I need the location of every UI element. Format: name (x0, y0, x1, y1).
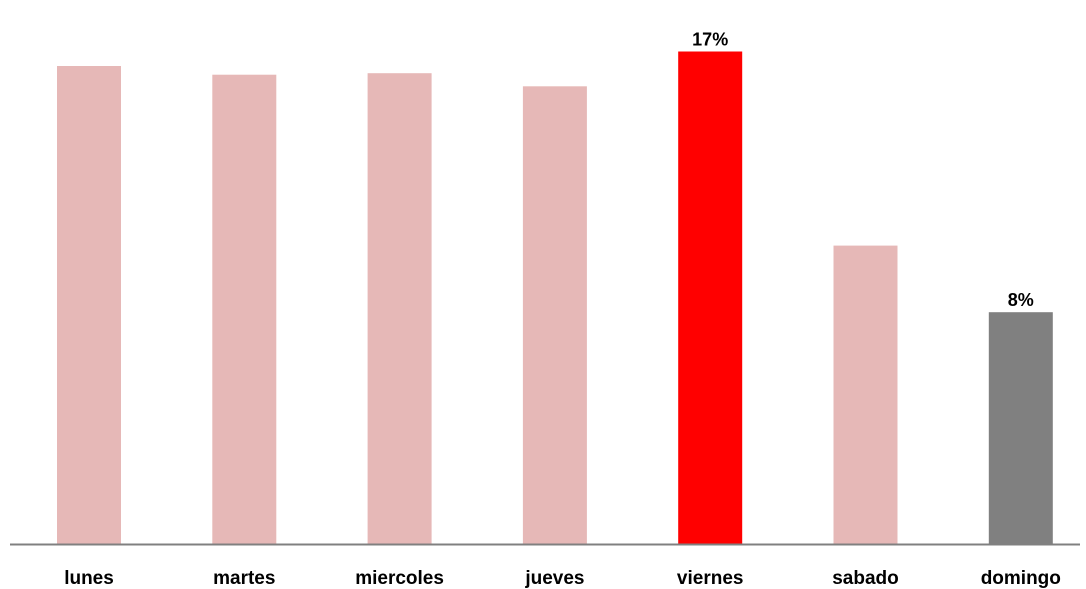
bar-jueves (522, 86, 587, 545)
bar-viernes (678, 51, 743, 544)
data-label-viernes: 17% (692, 30, 728, 50)
bar-miercoles (367, 73, 432, 544)
category-label-martes: martes (213, 568, 275, 589)
bar-lunes (57, 66, 121, 544)
data-labels-group: 17% 8% (692, 30, 1034, 311)
category-label-lunes: lunes (64, 568, 114, 589)
bar-sabado (833, 245, 898, 544)
category-label-miercoles: miercoles (355, 568, 444, 589)
category-labels-group: lunes martes miercoles jueves viernes sabado d… (64, 568, 1061, 589)
category-label-jueves: jueves (524, 568, 584, 589)
category-label-domingo: domingo (981, 568, 1061, 589)
bar-martes (212, 74, 277, 544)
category-label-sabado: sabado (832, 568, 899, 589)
category-label-viernes: viernes (677, 568, 744, 589)
bars-group (57, 51, 1053, 545)
bar-domingo (988, 312, 1053, 544)
data-label-domingo: 8% (1008, 290, 1034, 310)
